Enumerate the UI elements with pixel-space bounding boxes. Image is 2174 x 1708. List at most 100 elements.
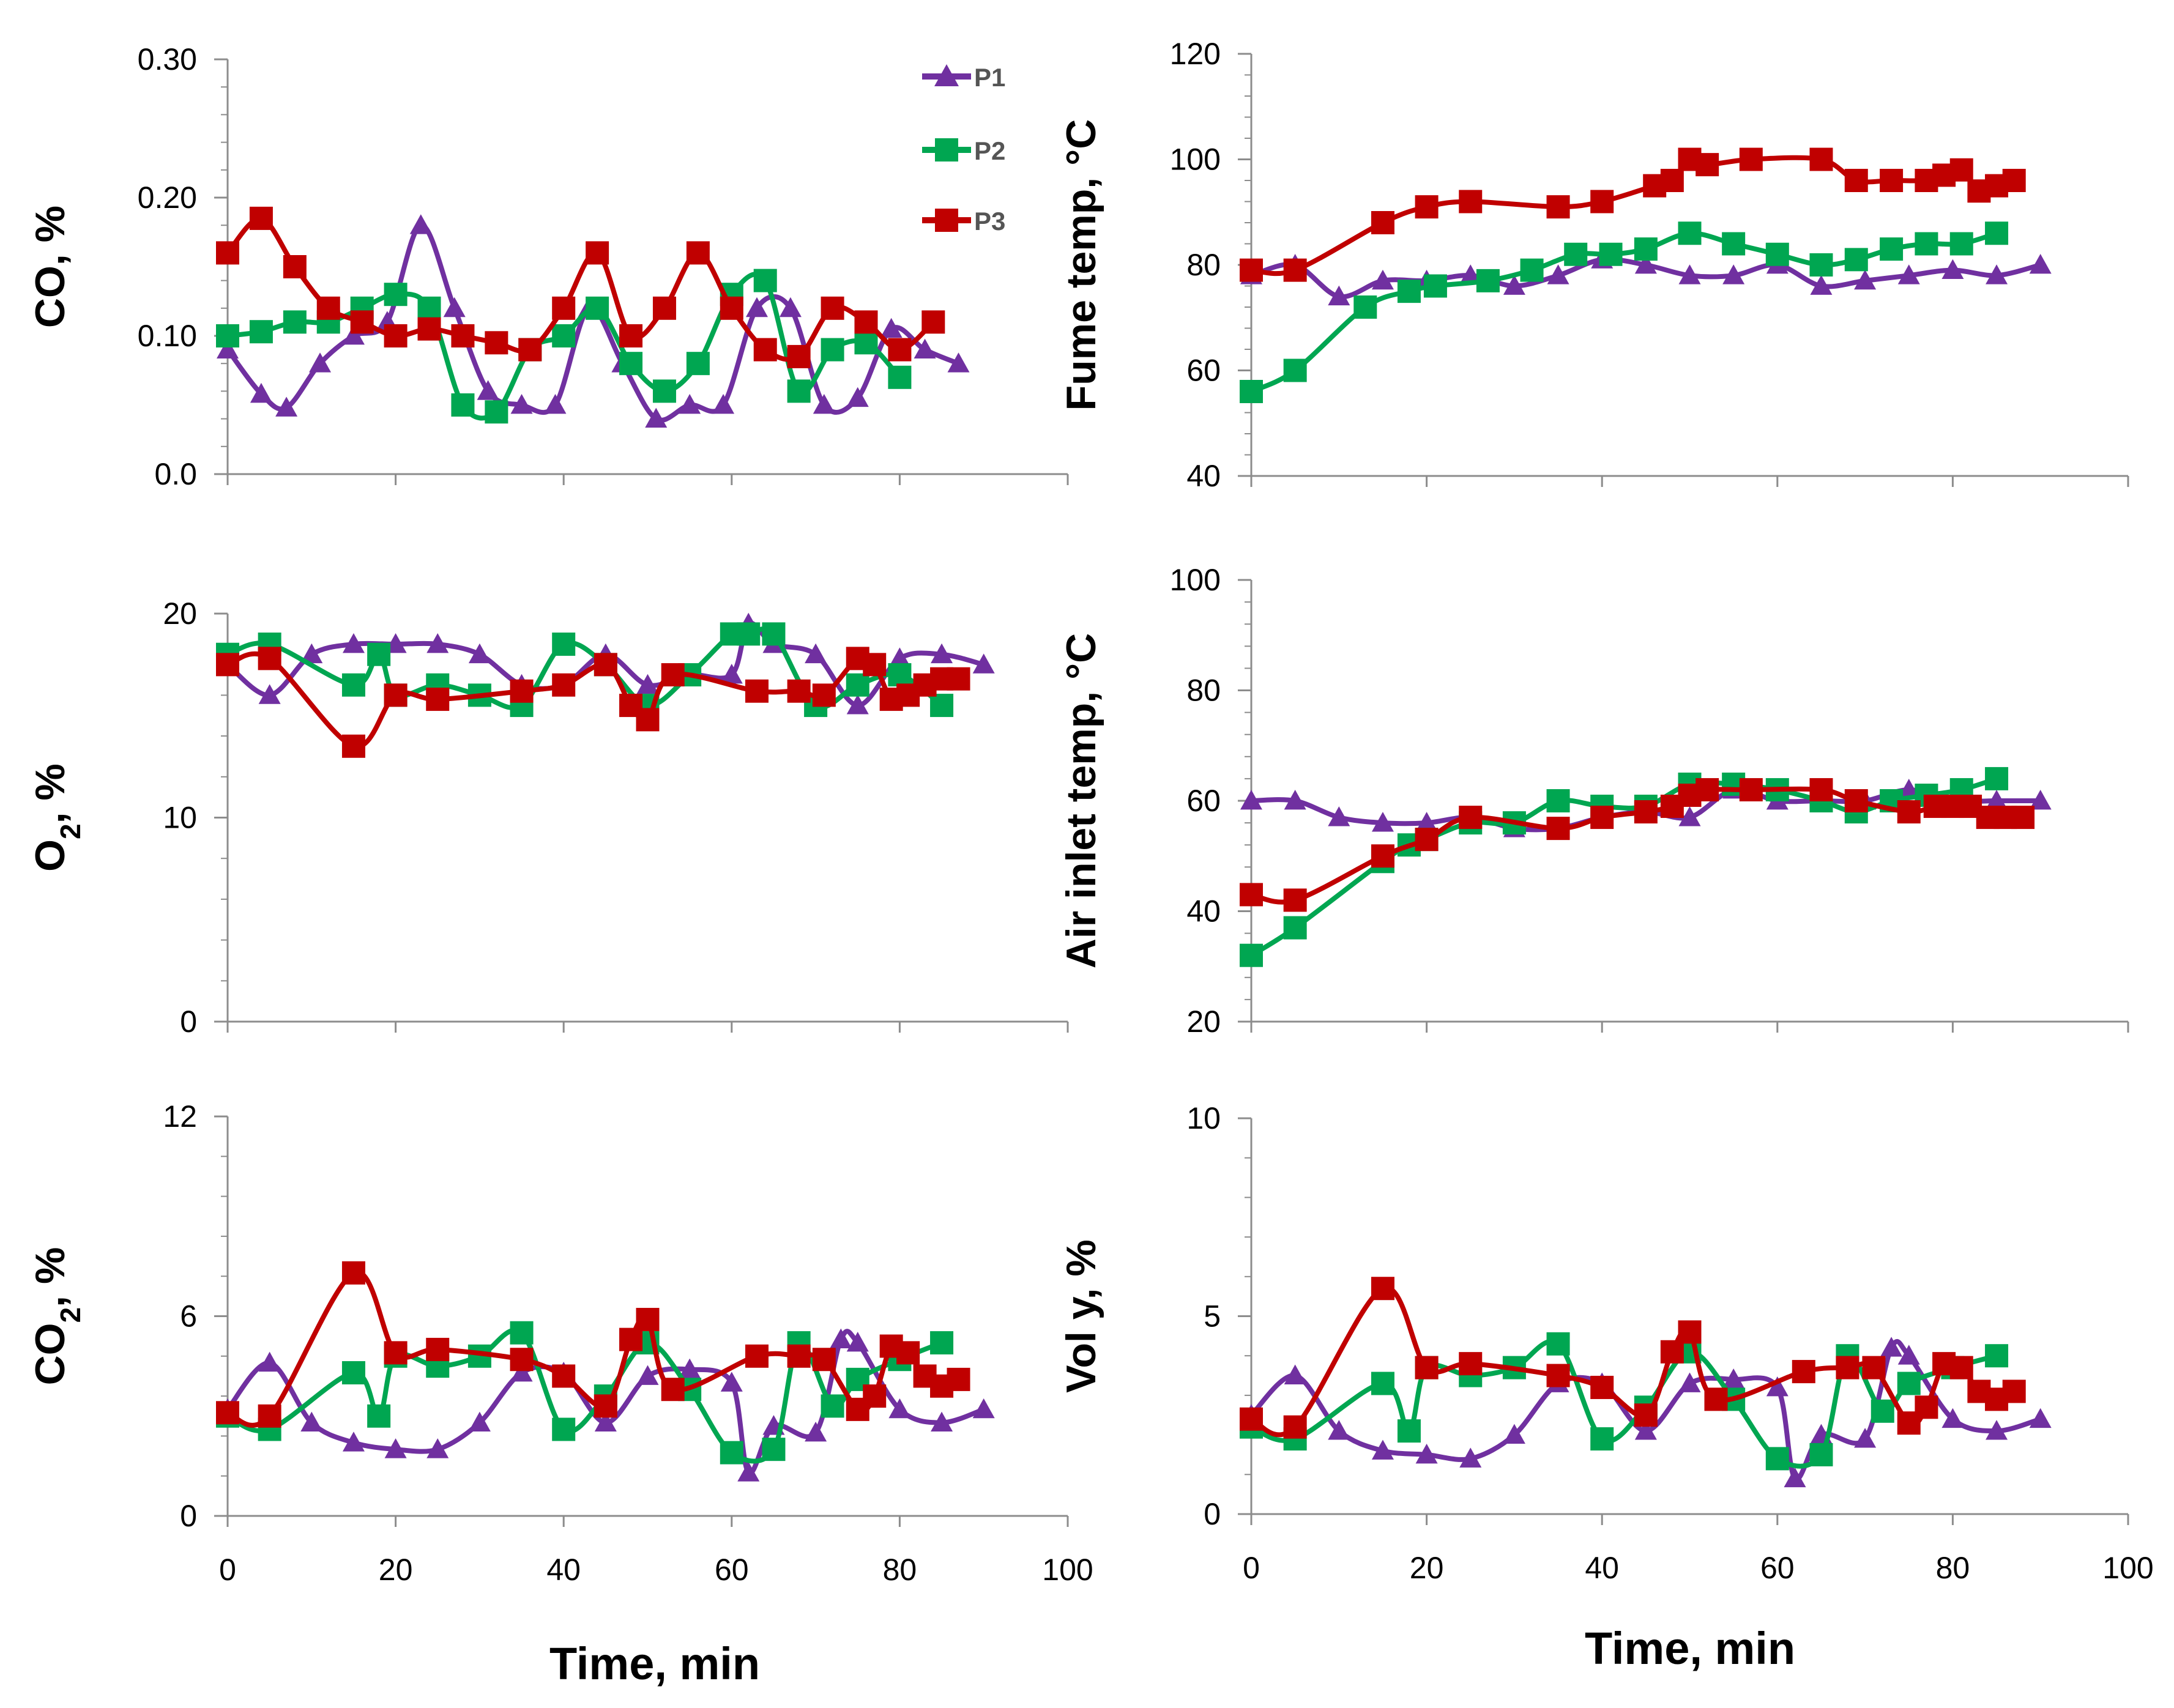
data-point <box>947 667 970 691</box>
data-point <box>737 622 761 646</box>
data-point <box>594 1394 617 1418</box>
data-point <box>1415 1356 1439 1379</box>
data-point <box>745 1344 769 1368</box>
data-point <box>1844 789 1868 812</box>
data-point <box>1459 1352 1483 1376</box>
data-point <box>821 338 844 362</box>
data-point <box>1503 1424 1525 1444</box>
data-point <box>510 1362 533 1382</box>
data-point <box>921 310 945 334</box>
data-point <box>1547 264 1569 284</box>
data-point <box>1590 190 1614 214</box>
data-point <box>1854 1428 1877 1448</box>
data-point <box>972 1398 995 1419</box>
data-point <box>1371 844 1394 868</box>
data-point <box>283 255 307 278</box>
y-tick-label: 0 <box>180 1499 197 1533</box>
data-point <box>1415 812 1438 832</box>
data-point <box>888 1398 911 1419</box>
data-point <box>1704 1387 1728 1411</box>
data-point <box>1546 789 1570 812</box>
data-point <box>863 653 887 677</box>
data-point <box>258 1404 281 1428</box>
data-point <box>787 344 811 368</box>
legend-marker-p3 <box>935 209 958 232</box>
data-point <box>510 1348 534 1372</box>
data-point <box>1240 1407 1263 1431</box>
chart-fume: 40 60 80 100 120 Fume temp, °C <box>1058 37 2129 493</box>
data-point <box>1546 1332 1570 1356</box>
chart-air: 20 40 60 80 100 Air inlet temp, °C <box>1058 563 2129 1039</box>
y-tick-label: 80 <box>1186 248 1221 282</box>
data-point <box>510 394 533 414</box>
series-p3 <box>1240 1277 2026 1439</box>
data-point <box>1240 883 1263 907</box>
data-point <box>426 1438 449 1458</box>
legend-marker-p2 <box>935 138 958 162</box>
data-point <box>417 317 441 341</box>
data-point <box>1809 253 1833 277</box>
data-point <box>753 269 777 292</box>
data-point <box>1284 790 1306 810</box>
x-tick-label: 20 <box>1410 1551 1444 1585</box>
data-point <box>1836 1356 1859 1379</box>
data-point <box>1986 264 2008 284</box>
data-point <box>745 679 769 703</box>
data-point <box>854 310 878 334</box>
data-point <box>1844 248 1868 272</box>
data-point <box>1739 778 1763 801</box>
data-point <box>544 394 567 414</box>
data-point <box>762 622 786 646</box>
data-point <box>1371 1439 1394 1460</box>
y-tick-label: 40 <box>1186 894 1221 929</box>
y-axis-title: Fume temp, °C <box>1058 119 1104 411</box>
data-point <box>300 1411 323 1432</box>
data-point <box>1880 237 1904 261</box>
y-tick-label: 60 <box>1186 784 1221 818</box>
data-point <box>2029 790 2052 810</box>
data-point <box>485 400 508 424</box>
data-point <box>426 688 450 711</box>
data-point <box>712 394 735 414</box>
data-point <box>2029 1408 2052 1428</box>
data-point <box>1880 1337 1903 1357</box>
data-point <box>341 734 365 758</box>
chart-o2: 0 10 20 O2, % <box>27 596 1069 1039</box>
data-point <box>1678 1372 1701 1392</box>
data-point <box>1283 916 1307 940</box>
data-point <box>1634 254 1657 274</box>
data-point <box>720 1441 743 1465</box>
legend-item-p2: P2 <box>922 136 1005 165</box>
data-point <box>586 241 609 265</box>
data-point <box>1459 806 1483 830</box>
data-point <box>1371 812 1394 832</box>
data-point <box>1986 790 2008 810</box>
data-point <box>737 1461 760 1482</box>
data-point <box>636 674 659 694</box>
data-point <box>1634 1403 1658 1427</box>
data-point <box>619 324 643 347</box>
data-point <box>645 407 668 428</box>
data-point <box>652 379 676 403</box>
series-p3 <box>216 1261 970 1428</box>
data-point <box>1240 943 1263 967</box>
x-tick-label: 60 <box>1760 1551 1795 1585</box>
series-p3 <box>216 647 970 758</box>
data-point <box>1283 888 1307 912</box>
data-point <box>342 633 365 653</box>
data-point <box>787 1344 811 1368</box>
data-point <box>216 653 239 677</box>
data-point <box>812 1348 836 1372</box>
data-point <box>636 1365 659 1385</box>
data-point <box>1415 195 1439 219</box>
y-tick-label: 0.30 <box>138 42 197 76</box>
data-point <box>787 679 811 703</box>
data-point <box>720 664 743 684</box>
data-point <box>1459 1447 1482 1468</box>
data-point <box>1897 778 1920 799</box>
data-point <box>1871 1399 1894 1423</box>
data-point <box>1520 258 1544 282</box>
data-point <box>443 297 466 317</box>
legend-label-p1: P1 <box>974 63 1005 92</box>
data-point <box>1941 1408 1964 1428</box>
